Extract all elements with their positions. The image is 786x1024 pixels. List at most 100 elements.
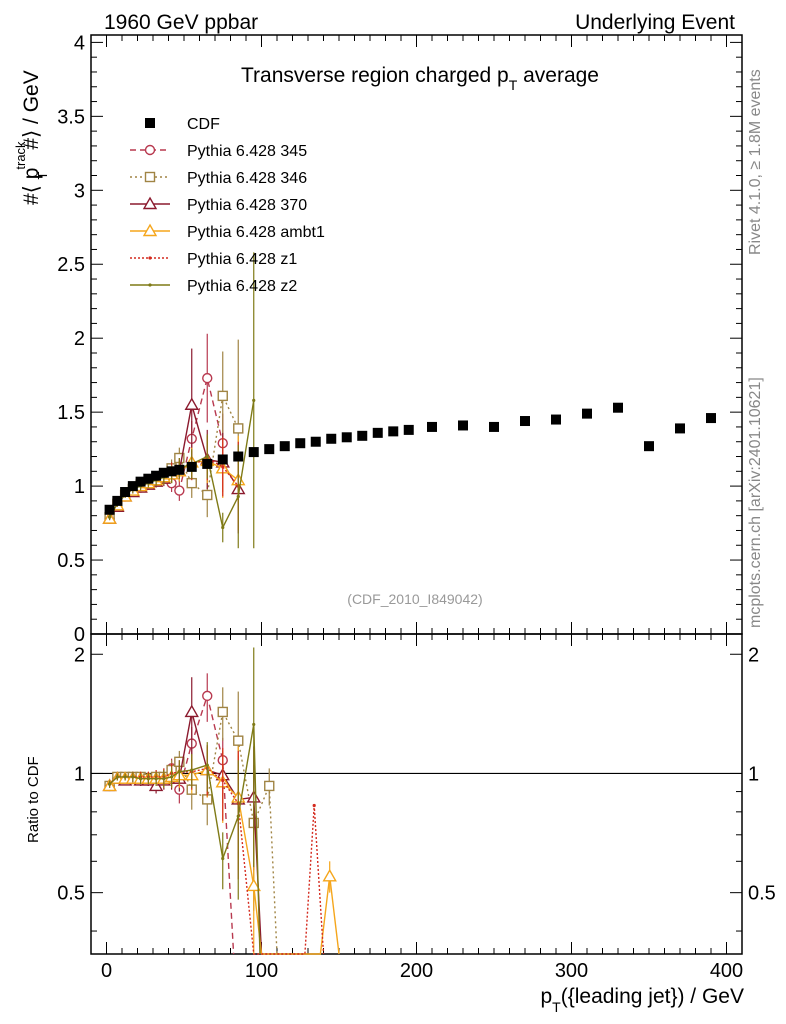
series-point bbox=[202, 489, 213, 501]
y-tick-label: 4 bbox=[74, 32, 85, 54]
mc-series-main bbox=[102, 252, 256, 549]
series-point bbox=[174, 485, 185, 496]
data-point bbox=[388, 426, 399, 437]
ratio-point bbox=[322, 868, 337, 882]
data-point bbox=[112, 495, 123, 506]
y-label-post: #⟩ / GeV bbox=[20, 70, 43, 155]
legend-label: Pythia 6.428 370 bbox=[187, 197, 307, 214]
ratio-tick-label-right: 2 bbox=[748, 644, 759, 666]
plot-title-sub: T bbox=[509, 77, 518, 93]
ratio-point bbox=[190, 768, 194, 772]
header-right: Underlying Event bbox=[575, 11, 735, 34]
data-point bbox=[295, 438, 306, 449]
legend-label: Pythia 6.428 346 bbox=[187, 170, 307, 187]
ratio-point bbox=[123, 775, 127, 779]
data-point bbox=[489, 421, 499, 432]
ratio-tick-label-left: 0.5 bbox=[57, 883, 85, 905]
data-point bbox=[186, 461, 197, 472]
ratio-series-5 bbox=[108, 647, 261, 955]
data-points-main bbox=[104, 402, 716, 515]
ratio-point bbox=[154, 777, 158, 781]
x-tick-label: 300 bbox=[555, 960, 588, 982]
legend-marker bbox=[144, 144, 156, 156]
ratio-point bbox=[312, 803, 316, 808]
legend-marker bbox=[142, 223, 158, 237]
ratio-series-1 bbox=[104, 687, 278, 955]
ratio-tick-label-left: 1 bbox=[74, 763, 85, 785]
ratio-point bbox=[108, 782, 112, 786]
legend-marker bbox=[148, 283, 152, 287]
data-point bbox=[233, 451, 244, 462]
ratio-point bbox=[246, 878, 261, 892]
y-tick-label: 3 bbox=[74, 180, 85, 202]
ratio-series-0 bbox=[104, 673, 235, 955]
ratio-point bbox=[177, 770, 181, 774]
ratio-point bbox=[131, 775, 135, 779]
data-point bbox=[143, 473, 154, 484]
ratio-series-line bbox=[109, 767, 325, 955]
data-point bbox=[675, 423, 685, 434]
legend-label: Pythia 6.428 z2 bbox=[187, 278, 297, 295]
series-point bbox=[205, 454, 209, 459]
legend-label: Pythia 6.428 ambt1 bbox=[187, 224, 325, 241]
data-point bbox=[174, 464, 185, 475]
data-point bbox=[166, 466, 177, 477]
y-tick-label: 1.5 bbox=[57, 402, 85, 424]
ratio-point bbox=[170, 775, 174, 779]
legend-label-data: CDF bbox=[187, 116, 220, 133]
series-point bbox=[184, 397, 199, 410]
y-tick-label: 2 bbox=[74, 328, 85, 350]
data-point bbox=[613, 402, 623, 413]
legend-marker-data bbox=[145, 118, 155, 128]
y-label-sub: T bbox=[35, 171, 50, 179]
series-point bbox=[236, 494, 240, 499]
data-point bbox=[279, 441, 290, 452]
data-point bbox=[264, 444, 275, 455]
x-label-sub: T bbox=[552, 999, 561, 1015]
ratio-tick-labels: 0.5 0.5 1 1 2 2 bbox=[57, 644, 776, 904]
ratio-point bbox=[162, 777, 166, 781]
data-point bbox=[458, 420, 468, 431]
legend-marker bbox=[144, 171, 156, 183]
ratio-point bbox=[205, 763, 209, 767]
x-label-main: p bbox=[540, 985, 552, 1008]
ratio-series-line bbox=[109, 724, 261, 955]
y-tick-label: 1 bbox=[74, 476, 85, 498]
ratio-point bbox=[221, 856, 225, 861]
y-tick-label: 3.5 bbox=[57, 106, 85, 128]
data-point bbox=[135, 476, 146, 487]
ratio-point bbox=[139, 777, 143, 781]
ratio-point bbox=[146, 777, 150, 781]
series-point bbox=[217, 390, 228, 402]
axis-ticks bbox=[91, 35, 742, 954]
ratio-point bbox=[115, 775, 119, 779]
legend-label: Pythia 6.428 345 bbox=[187, 143, 307, 160]
plot-title: Transverse region charged pT average bbox=[241, 64, 599, 93]
ratio-point bbox=[233, 735, 244, 746]
legend-marker bbox=[142, 196, 158, 210]
analysis-label: (CDF_2010_I849042) bbox=[347, 591, 482, 607]
ratio-point bbox=[252, 722, 256, 727]
data-point bbox=[551, 414, 561, 425]
y-label-sup: track bbox=[13, 141, 28, 170]
ratio-y-axis-label: Ratio to CDF bbox=[25, 756, 42, 843]
header-left: 1960 GeV ppbar bbox=[104, 11, 258, 34]
ratio-point bbox=[184, 704, 199, 718]
data-point bbox=[520, 416, 530, 427]
data-point bbox=[372, 427, 383, 438]
ratio-point bbox=[217, 706, 228, 718]
x-tick-label: 100 bbox=[245, 960, 278, 982]
plot-title-main: Transverse region charged p bbox=[241, 64, 509, 87]
x-tick-labels: 0 100 200 300 400 bbox=[101, 960, 743, 982]
series-point bbox=[108, 515, 112, 519]
ratio-tick-label-left: 2 bbox=[74, 644, 85, 666]
rivet-label: Rivet 4.1.0, ≥ 1.8M events bbox=[747, 69, 764, 255]
data-point bbox=[310, 436, 321, 447]
data-point bbox=[403, 424, 414, 435]
y-tick-label: 0.5 bbox=[57, 550, 85, 572]
legend: CDF Pythia 6.428 345 Pythia 6.428 346 Pythi… bbox=[130, 116, 325, 295]
ratio-point bbox=[264, 780, 275, 792]
plot-title-end: average bbox=[517, 64, 599, 87]
data-point bbox=[202, 458, 213, 469]
